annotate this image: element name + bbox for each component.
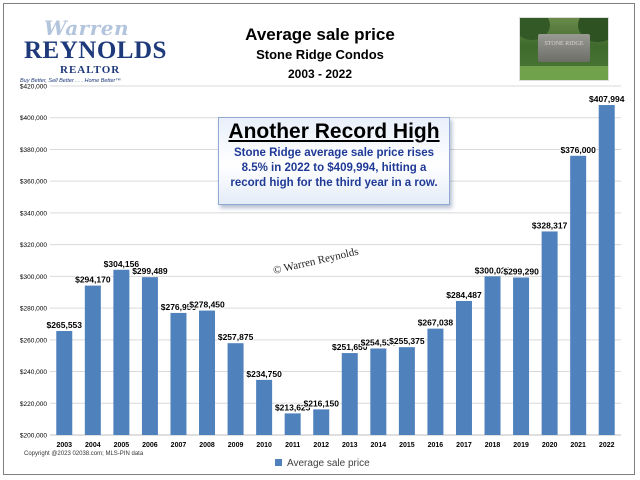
data-label: $299,489 (132, 266, 168, 276)
y-tick-label: $420,000 (20, 84, 47, 91)
legend-swatch (275, 459, 282, 466)
x-tick-label: 2022 (599, 442, 615, 449)
data-label: $234,750 (246, 369, 282, 379)
bar-2017 (455, 300, 472, 435)
x-tick-label: 2010 (256, 442, 272, 449)
bar-2004 (84, 285, 101, 435)
y-tick-label: $400,000 (20, 115, 47, 122)
x-tick-label: 2004 (85, 442, 101, 449)
bar-2021 (570, 155, 587, 436)
x-tick-label: 2013 (342, 442, 358, 449)
bar-2011 (284, 413, 301, 435)
realtor-logo: Warren REYNOLDS REALTOR Buy Better, Sell… (20, 14, 166, 84)
bar-2012 (313, 409, 330, 435)
data-label: $254,536 (361, 337, 397, 347)
x-tick-label: 2016 (428, 442, 444, 449)
y-tick-label: $340,000 (20, 210, 47, 217)
chart-date-range: 2003 - 2022 (288, 67, 352, 81)
bar-2010 (256, 379, 273, 435)
stone-ridge-sign-photo: STONE RIDGE (519, 17, 609, 81)
data-label: $300,021 (475, 265, 511, 275)
record-high-callout: Another Record High Stone Ridge average … (218, 117, 450, 205)
y-tick-label: $300,000 (20, 274, 47, 281)
data-label: $284,487 (446, 290, 482, 300)
data-label: $278,450 (189, 300, 225, 310)
data-label: $265,553 (47, 320, 83, 330)
bar-chart: $200,000 $220,000 $240,000 $260,000 $280,000… (20, 25, 626, 469)
watermark: © Warren Reynolds (272, 246, 360, 277)
data-label: $294,170 (75, 275, 111, 285)
bar-2013 (341, 353, 358, 435)
y-tick-label: $260,000 (20, 337, 47, 344)
sign-wall: STONE RIDGE (538, 34, 590, 62)
x-tick-label: 2009 (228, 442, 244, 449)
x-tick-label: 2011 (285, 442, 300, 449)
bar-2015 (398, 347, 415, 435)
data-label: $216,150 (303, 398, 339, 408)
data-label: $299,290 (503, 266, 539, 276)
bar-2022 (598, 105, 615, 435)
chart-subtitle: Stone Ridge Condos (256, 47, 384, 62)
bar-2006 (141, 277, 158, 435)
bar-2007 (170, 312, 187, 435)
x-tick-label: 2020 (542, 442, 558, 449)
x-tick-label: 2003 (56, 442, 72, 449)
data-label: $328,317 (532, 220, 568, 230)
callout-heading: Another Record High (228, 120, 440, 143)
x-tick-label: 2014 (371, 442, 387, 449)
logo-last-name: REYNOLDS (24, 37, 167, 64)
x-tick-label: 2019 (513, 442, 529, 449)
sign-text: STONE RIDGE (544, 41, 584, 47)
legend-label: Average sale price (287, 458, 370, 469)
bar-2009 (227, 343, 244, 435)
x-tick-label: 2018 (485, 442, 501, 449)
data-label: $276,953 (161, 302, 197, 312)
bar-2019 (513, 277, 530, 435)
x-tick-label: 2012 (313, 442, 329, 449)
logo-role: REALTOR (60, 64, 121, 76)
callout-body: Stone Ridge average sale price rises 8.5… (230, 147, 438, 189)
legend: Average sale price (275, 458, 370, 469)
data-label: $257,875 (218, 332, 254, 342)
x-tick-label: 2005 (114, 442, 130, 449)
logo-first-name: Warren (44, 16, 130, 40)
bar-2003 (56, 331, 73, 435)
x-tick-label: 2008 (199, 442, 215, 449)
x-tick-label: 2007 (171, 442, 187, 449)
data-label: $376,000 (560, 145, 596, 155)
y-tick-label: $320,000 (20, 242, 47, 249)
bar-2005 (113, 269, 130, 435)
data-label: $267,038 (418, 318, 454, 328)
x-tick-label: 2017 (456, 442, 472, 449)
data-label: $251,650 (332, 342, 368, 352)
bar-2018 (484, 276, 501, 435)
chart-title: Average sale price (245, 25, 395, 44)
logo-tagline: Buy Better, Sell Better . . . Home Bette… (20, 78, 121, 84)
data-label: $304,156 (104, 259, 140, 269)
y-tick-label: $380,000 (20, 147, 47, 154)
bar-2020 (541, 231, 558, 435)
data-label: $255,375 (389, 336, 425, 346)
copyright-note: Copyright @2023 02038.com; MLS-PIN data (24, 451, 144, 457)
bar-2016 (427, 328, 444, 435)
x-tick-label: 2015 (399, 442, 415, 449)
y-tick-label: $280,000 (20, 306, 47, 313)
y-tick-label: $240,000 (20, 369, 47, 376)
data-label: $407,994 (589, 94, 625, 104)
y-tick-label: $220,000 (20, 401, 47, 408)
y-tick-label: $360,000 (20, 179, 47, 186)
bar-2008 (199, 310, 216, 435)
x-tick-label: 2021 (570, 442, 586, 449)
x-tick-label: 2006 (142, 442, 158, 449)
chart-frame: $200,000 $220,000 $240,000 $260,000 $280,000… (3, 3, 635, 475)
bar-2014 (370, 348, 387, 435)
y-tick-label: $200,000 (20, 433, 47, 440)
data-label: $213,625 (275, 402, 311, 412)
